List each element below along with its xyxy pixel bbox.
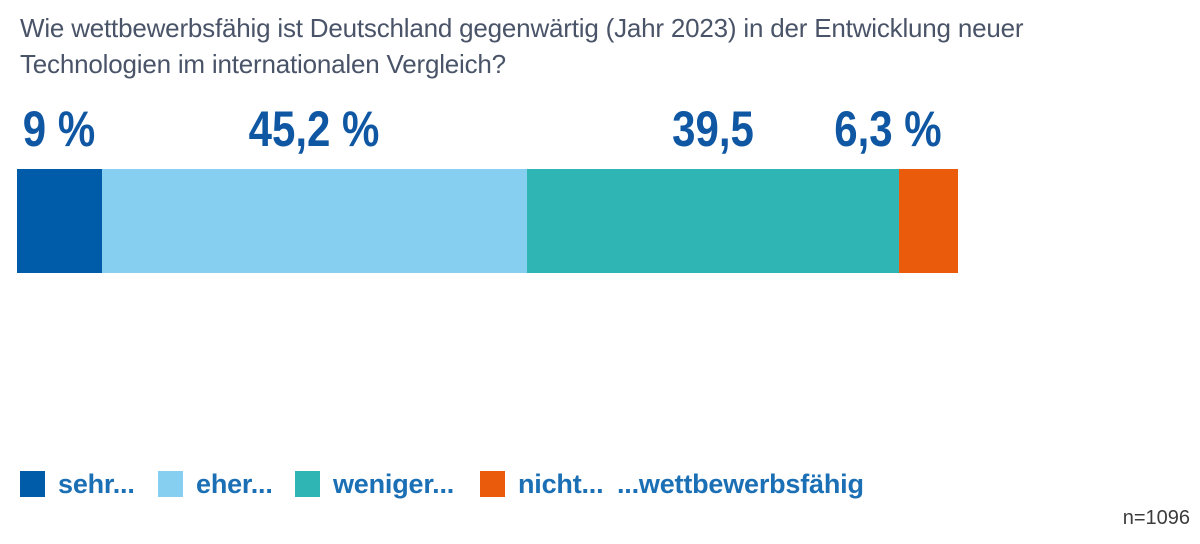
chart-title-line1: Wie wettbewerbsfähig ist Deutschland geg… bbox=[20, 13, 1024, 43]
legend-swatch-icon bbox=[480, 471, 505, 497]
sample-size-note: n=1096 bbox=[1122, 507, 1190, 529]
value-label-1: 9 % bbox=[23, 101, 96, 157]
legend-label-4: nicht... bbox=[518, 469, 604, 499]
legend-swatch-icon bbox=[158, 471, 183, 497]
legend-item-3: weniger... bbox=[295, 470, 454, 498]
chart-title-line2: Technologien im internationalen Vergleic… bbox=[20, 49, 506, 79]
value-label-4: 6,3 % bbox=[834, 101, 942, 157]
stacked-bar bbox=[17, 169, 958, 273]
legend-item-1: sehr... bbox=[20, 470, 135, 498]
legend-label-1: sehr... bbox=[58, 469, 135, 499]
bar-segment-2 bbox=[101, 169, 528, 273]
value-label-3: 39,5 bbox=[671, 101, 754, 157]
chart-title: Wie wettbewerbsfähig ist Deutschland geg… bbox=[20, 10, 1024, 82]
legend-swatch-icon bbox=[20, 471, 45, 497]
legend: ...wettbewerbsfähig sehr... eher... wenige… bbox=[0, 470, 1200, 502]
legend-swatch-icon bbox=[295, 471, 320, 497]
bar-segment-1 bbox=[17, 169, 102, 273]
legend-item-4: nicht... bbox=[480, 469, 604, 499]
value-label-2: 45,2 % bbox=[248, 101, 380, 157]
legend-label-2: eher... bbox=[196, 469, 273, 499]
bar-segment-4 bbox=[898, 169, 958, 273]
legend-item-2: eher... bbox=[158, 470, 273, 498]
legend-label-3: weniger... bbox=[333, 469, 455, 499]
legend-suffix: ...wettbewerbsfähig bbox=[617, 469, 864, 499]
value-labels-row: 9 % 45,2 % 39,5 6,3 % bbox=[17, 100, 958, 160]
bar-segment-3 bbox=[527, 169, 899, 273]
